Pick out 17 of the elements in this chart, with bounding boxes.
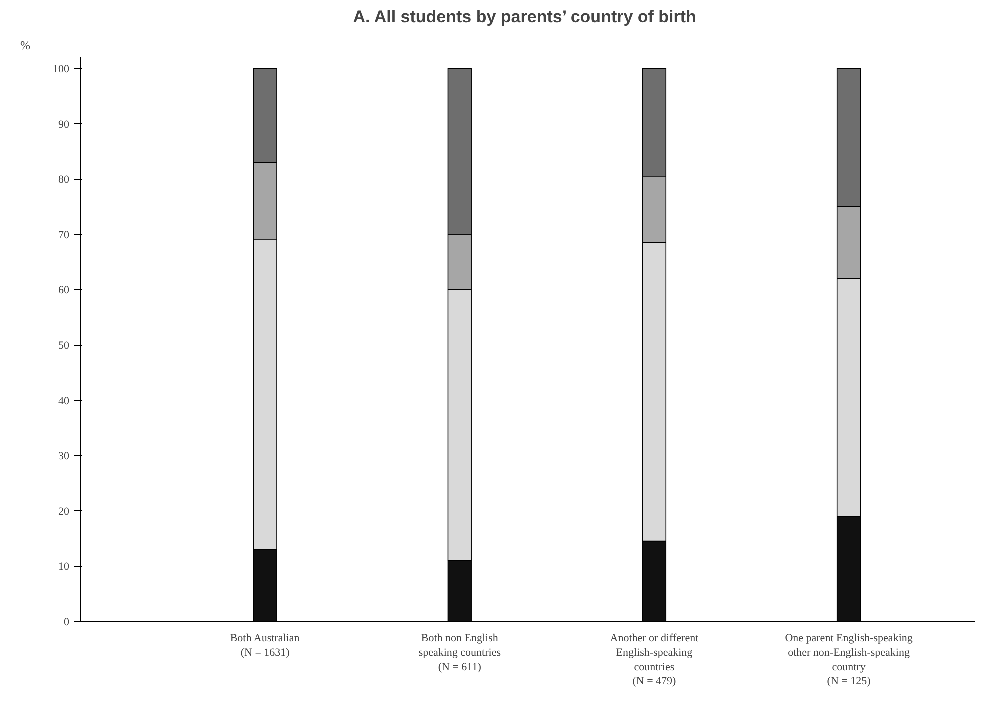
- x-tick-label: Another or different English-speaking countries (N = 479): [610, 632, 699, 688]
- x-tick-label: One parent English-speaking other non-English-speaking country (N = 125): [785, 632, 914, 688]
- chart-title: A. All students by parents’ country of birth: [353, 8, 696, 26]
- x-tick-label: Both Australian (N = 1631): [230, 632, 300, 659]
- y-tick-label: 80: [58, 174, 70, 186]
- y-tick-label: 70: [58, 229, 70, 242]
- x-tick-label: Both non English speaking countries (N = 611): [418, 632, 502, 674]
- y-tick-label: 0: [64, 616, 70, 628]
- y-tick-label: 50: [58, 340, 70, 352]
- y-axis-title: %: [20, 38, 30, 52]
- y-tick-label: 30: [58, 450, 70, 463]
- y-tick-label: 60: [58, 284, 70, 297]
- y-tick-label: 20: [58, 506, 70, 518]
- y-tick-label: 10: [58, 561, 70, 574]
- y-tick-label: 100: [53, 64, 70, 76]
- y-tick-label: 90: [58, 118, 70, 131]
- y-tick-label: 40: [58, 395, 70, 408]
